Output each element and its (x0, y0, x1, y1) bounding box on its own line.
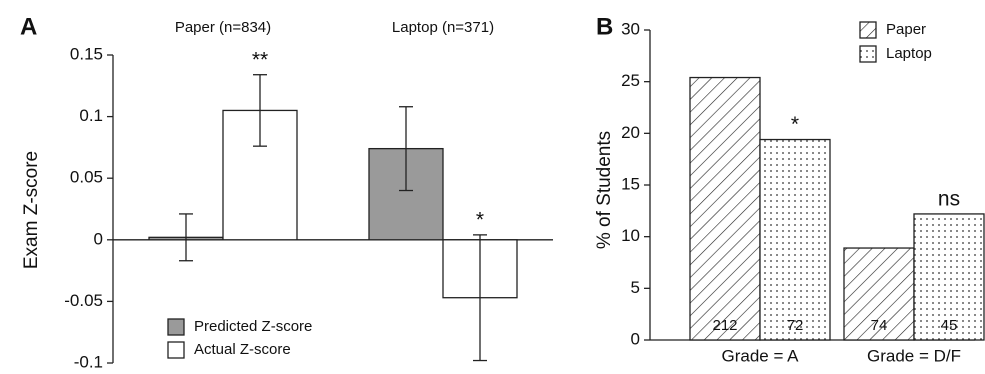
y-tick-label: 0.1 (79, 106, 103, 125)
bar (759, 138, 831, 341)
annotation: ns (938, 187, 960, 210)
panel-label: B (596, 13, 613, 40)
y-tick-label: 0 (94, 229, 103, 248)
bar (913, 213, 985, 341)
legend-label: Laptop (886, 45, 932, 62)
panel-label: A (20, 13, 37, 40)
y-tick-label: 0.05 (70, 168, 103, 187)
legend-swatch (859, 45, 877, 63)
y-tick-label: 15 (621, 174, 640, 193)
legend-swatch (167, 341, 185, 359)
legend-label: Paper (886, 21, 926, 38)
y-tick-label: -0.05 (64, 291, 103, 310)
count-label: 212 (712, 317, 737, 334)
y-tick-label: 20 (621, 123, 640, 142)
count-label: 74 (871, 317, 888, 334)
legend-swatch (167, 318, 185, 336)
count-label: 45 (941, 317, 958, 334)
x-tick-label: Paper (n=834) (175, 19, 271, 36)
y-tick-label: 10 (621, 226, 640, 245)
y-tick-label: 0 (631, 329, 640, 348)
y-tick-label: 5 (631, 278, 640, 297)
count-label: 72 (787, 317, 804, 334)
x-tick-label: Grade = A (721, 346, 799, 365)
y-tick-label: -0.1 (74, 352, 103, 371)
annotation: * (476, 208, 484, 231)
y-tick-label: 30 (621, 19, 640, 38)
bar (843, 247, 915, 341)
legend-swatch (859, 21, 877, 39)
legend-label: Actual Z-score (194, 341, 291, 358)
y-axis-label: Exam Z-score (21, 151, 42, 269)
x-tick-label: Laptop (n=371) (392, 19, 494, 36)
annotation: ** (252, 48, 268, 71)
y-tick-label: 0.15 (70, 44, 103, 63)
legend-label: Predicted Z-score (194, 318, 312, 335)
annotation: * (791, 113, 799, 136)
y-axis-label: % of Students (594, 131, 615, 249)
bar (689, 76, 761, 341)
x-tick-label: Grade = D/F (867, 346, 961, 365)
y-tick-label: 25 (621, 71, 640, 90)
